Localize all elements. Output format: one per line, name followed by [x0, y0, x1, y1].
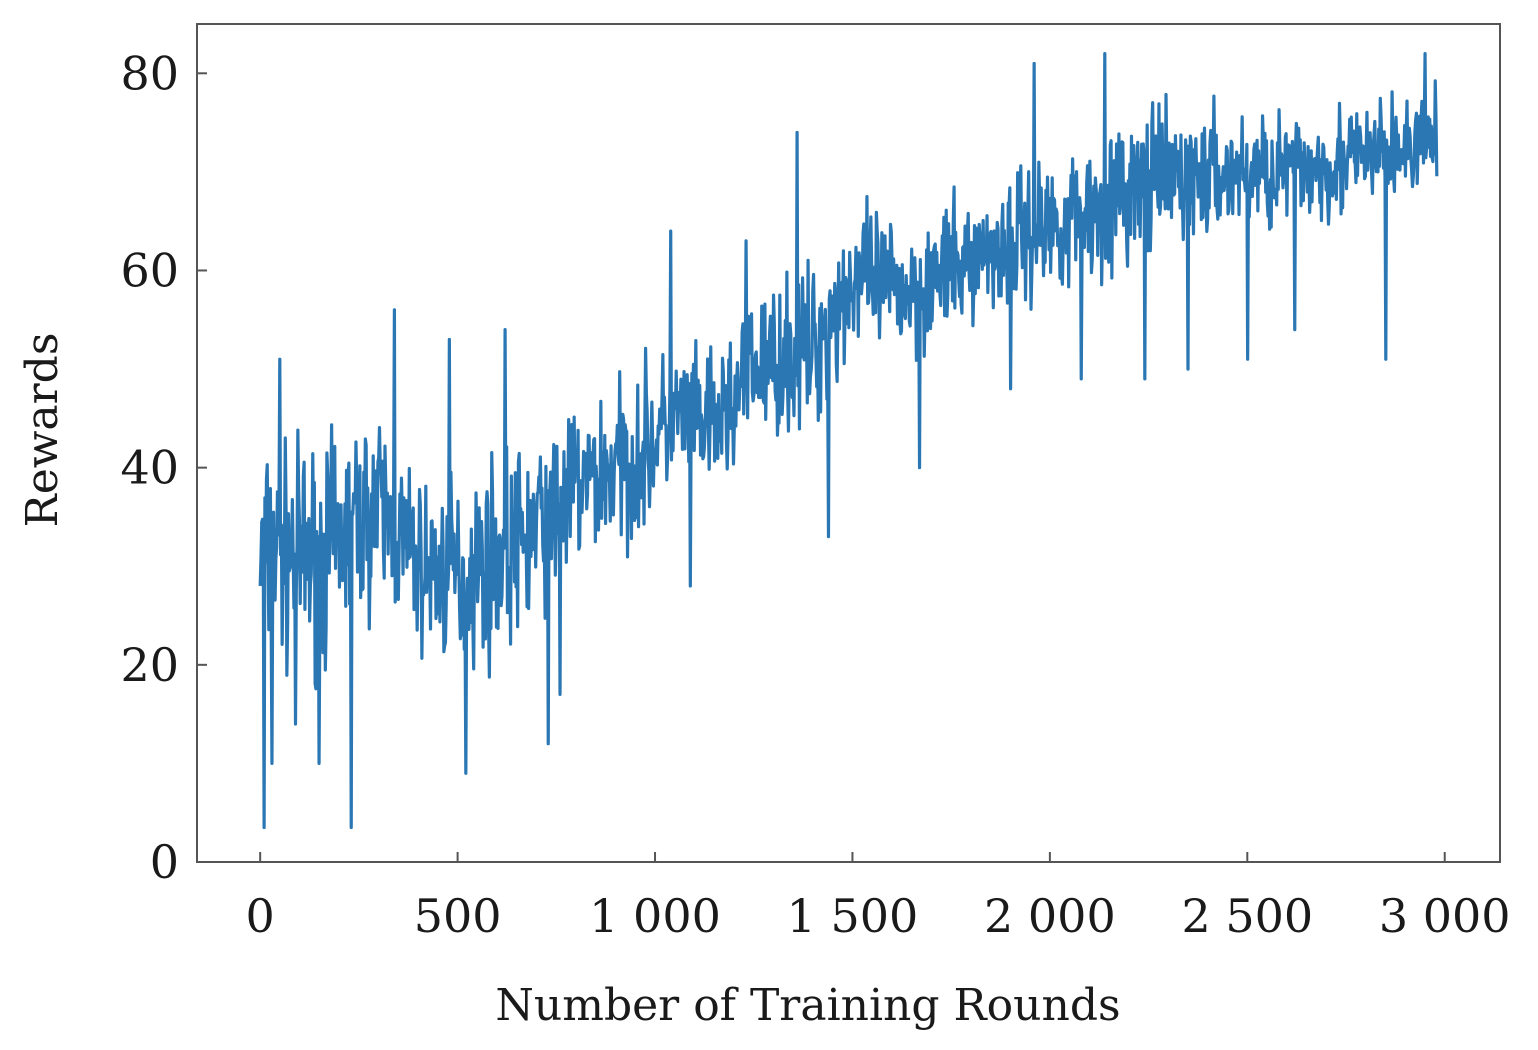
x-tick-label: 500 — [414, 889, 502, 943]
y-tick-label: 60 — [120, 243, 179, 297]
x-tick-label: 1 500 — [787, 889, 919, 943]
x-tick-label: 2 500 — [1181, 889, 1313, 943]
y-axis-label: Rewards — [17, 333, 68, 528]
plot-frame — [196, 23, 1501, 863]
y-tick-label: 40 — [120, 441, 179, 495]
y-tick-label: 80 — [120, 46, 179, 100]
y-tick-label: 20 — [120, 638, 179, 692]
y-tick-label: 0 — [150, 835, 179, 889]
ticks-layer: 0 500 1 000 1 500 2 000 2 500 3 000 0 20 40 60 80 — [120, 46, 1510, 943]
x-tick-label: 2 000 — [984, 889, 1116, 943]
series-line-0 — [258, 51, 1439, 830]
x-axis-label: Number of Training Rounds — [495, 980, 1120, 1031]
x-tick-label: 3 000 — [1379, 889, 1511, 943]
x-tick-label: 1 000 — [589, 889, 721, 943]
x-tick-label: 0 — [246, 889, 275, 943]
series-layer — [258, 51, 1439, 830]
